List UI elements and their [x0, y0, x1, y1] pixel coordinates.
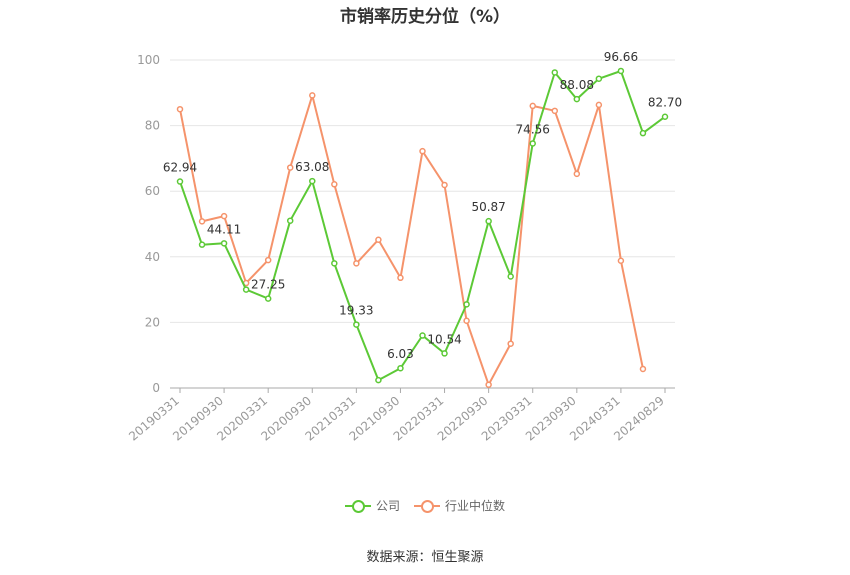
data-point: [529, 102, 536, 110]
legend-item-industry-median[interactable]: 行业中位数: [414, 497, 505, 514]
data-point: [507, 340, 514, 347]
data-point: [375, 236, 382, 243]
data-point: [551, 69, 559, 76]
data-source: 数据来源：恒生聚源: [366, 550, 484, 565]
axes: 0204060801002019033120190930202003312020…: [126, 53, 675, 444]
data-point: [595, 75, 603, 82]
data-point: [573, 95, 581, 103]
legend-item-company[interactable]: 公司: [344, 497, 400, 514]
data-point: [198, 241, 206, 248]
data-point: [309, 92, 316, 99]
y-tick-label: 0: [152, 381, 160, 395]
legend-line-industry-icon: [414, 499, 440, 513]
legend: 公司 行业中位数: [0, 497, 850, 514]
data-point: [220, 212, 228, 220]
data-point: [595, 101, 603, 109]
data-point: [331, 181, 338, 188]
data-label: 27.25: [251, 278, 285, 292]
grid-lines: [170, 59, 675, 323]
data-point: [353, 260, 360, 267]
y-tick-label: 100: [137, 53, 160, 67]
data-point: [397, 364, 404, 372]
data-point: [419, 332, 426, 339]
data-label: 10.54: [427, 332, 461, 346]
data-point: [617, 67, 625, 75]
data-point: [573, 170, 581, 178]
data-point: [264, 295, 272, 302]
data-point: [463, 301, 470, 308]
data-label: 82.70: [648, 96, 682, 110]
data-point: [353, 321, 360, 328]
data-point: [639, 129, 647, 137]
data-point: [485, 381, 492, 388]
series: [176, 67, 669, 388]
data-point: [639, 365, 647, 373]
data-point: [441, 350, 448, 357]
data-point: [242, 286, 250, 293]
data-label: 63.08: [295, 160, 329, 174]
data-point: [375, 376, 382, 384]
data-point: [220, 240, 228, 247]
chart-title: 市销率历史分位（%）: [339, 7, 511, 27]
data-label: 88.08: [560, 78, 594, 92]
data-point: [441, 181, 448, 189]
data-point: [485, 217, 492, 225]
data-point: [617, 257, 625, 264]
data-point: [331, 260, 338, 267]
data-point: [661, 113, 669, 120]
y-tick-label: 20: [145, 315, 160, 329]
y-tick-label: 80: [145, 119, 160, 133]
data-labels: 62.94 44.11 27.25 63.08 19.33 6.03 10.54 50.87 7…: [163, 50, 682, 361]
data-label: 50.87: [471, 200, 505, 214]
data-label: 62.94: [163, 161, 197, 175]
data-label: 6.03: [387, 347, 414, 361]
series-line: [179, 94, 644, 386]
data-point: [529, 140, 536, 147]
data-point: [463, 317, 470, 325]
data-label: 19.33: [339, 304, 373, 318]
data-label: 74.56: [516, 122, 550, 136]
y-tick-label: 60: [145, 184, 160, 198]
data-point: [286, 164, 294, 171]
legend-label-company: 公司: [375, 499, 400, 513]
data-label: 96.66: [604, 50, 638, 64]
data-point: [507, 273, 514, 280]
data-point: [176, 178, 184, 185]
legend-line-company-icon: [344, 499, 371, 513]
data-point: [286, 217, 294, 224]
data-point: [419, 147, 426, 155]
data-point: [198, 218, 206, 225]
y-tick-label: 40: [145, 250, 160, 264]
data-point: [309, 177, 316, 185]
data-point: [551, 107, 559, 115]
legend-label-industry-median: 行业中位数: [445, 499, 506, 513]
data-point: [264, 256, 272, 264]
data-point: [397, 274, 404, 282]
data-point: [176, 105, 184, 113]
data-label: 44.11: [207, 222, 241, 236]
